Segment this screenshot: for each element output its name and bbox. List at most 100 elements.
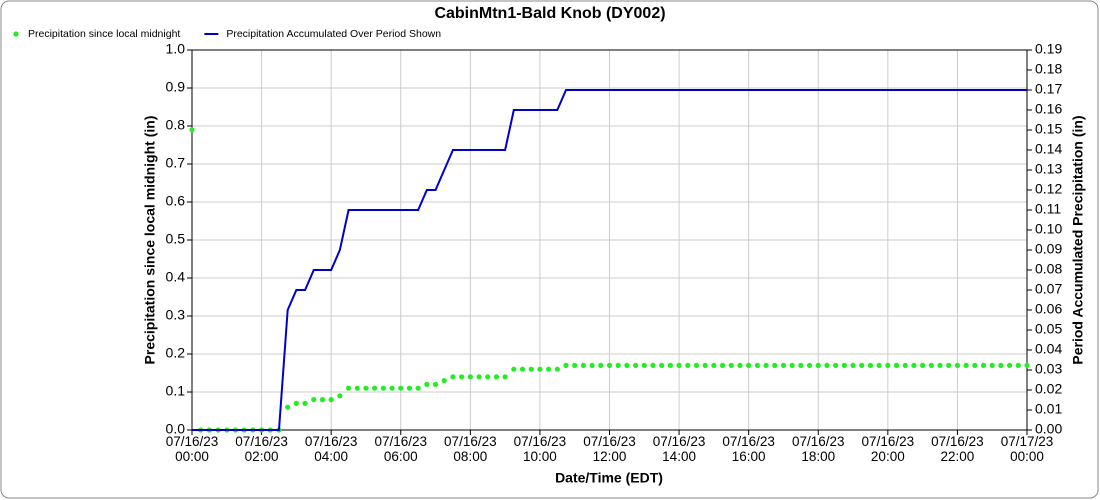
x-tick-label: 07/16/23 06:00 xyxy=(374,434,428,464)
data-point xyxy=(632,362,639,368)
data-point xyxy=(424,381,430,387)
data-point xyxy=(876,362,882,368)
x-tick-label: 07/17/23 00:00 xyxy=(1000,434,1054,464)
data-point xyxy=(850,362,856,368)
y2-tick-label: 0.10 xyxy=(1035,221,1062,237)
data-point xyxy=(511,366,517,372)
data-point xyxy=(728,362,734,368)
y2-tick-label: 0.01 xyxy=(1035,401,1062,417)
x-tick-label: 07/16/23 04:00 xyxy=(304,434,358,464)
data-point xyxy=(398,385,404,391)
data-point xyxy=(328,397,334,403)
legend-label: Precipitation since local midnight xyxy=(28,28,180,40)
data-point xyxy=(972,362,978,368)
data-point xyxy=(354,385,360,391)
data-point xyxy=(441,378,447,384)
data-point xyxy=(893,362,900,368)
y-tick-label: 0.0 xyxy=(166,421,186,437)
y2-tick-label: 0.06 xyxy=(1035,301,1062,317)
data-point xyxy=(789,362,795,368)
y-tick-label: 0.3 xyxy=(166,307,186,323)
data-point xyxy=(954,362,961,368)
x-tick-label: 07/16/23 00:00 xyxy=(165,434,219,464)
data-point xyxy=(363,385,369,391)
y2-tick-label: 0.12 xyxy=(1035,181,1062,197)
y2-tick-label: 0.18 xyxy=(1035,61,1062,77)
y-tick-label: 0.2 xyxy=(166,345,186,361)
data-point xyxy=(998,362,1004,368)
x-tick-label: 07/16/23 14:00 xyxy=(652,434,706,464)
data-point xyxy=(841,362,847,368)
data-point xyxy=(902,362,908,368)
data-point xyxy=(372,385,378,391)
data-point xyxy=(528,366,534,372)
y2-tick-label: 0.05 xyxy=(1035,321,1062,337)
chart-title: CabinMtn1-Bald Knob (DY002) xyxy=(434,5,665,22)
data-point xyxy=(946,362,952,368)
data-point xyxy=(885,362,891,368)
y2-tick-label: 0.08 xyxy=(1035,261,1062,277)
data-point xyxy=(659,362,665,368)
data-point xyxy=(763,362,769,368)
data-point xyxy=(650,362,656,368)
data-point xyxy=(546,366,552,372)
y2-tick-label: 0.13 xyxy=(1035,161,1062,177)
data-point xyxy=(624,362,630,368)
data-point xyxy=(415,385,421,391)
y-tick-label: 0.8 xyxy=(166,117,186,133)
data-point xyxy=(1007,362,1013,368)
data-point xyxy=(711,362,717,368)
data-point xyxy=(746,362,752,368)
y-tick-label: 0.1 xyxy=(166,383,186,399)
data-point xyxy=(772,362,778,368)
data-point xyxy=(589,362,595,368)
data-point xyxy=(693,362,700,368)
y2-tick-label: 0.04 xyxy=(1035,341,1062,357)
y2-tick-label: 0.03 xyxy=(1035,361,1062,377)
data-point xyxy=(563,362,569,368)
data-point xyxy=(598,362,604,368)
data-point xyxy=(406,385,413,391)
y2-tick-label: 0.17 xyxy=(1035,81,1062,97)
y2-tick-label: 0.15 xyxy=(1035,121,1062,137)
data-point xyxy=(859,362,865,368)
data-point xyxy=(380,385,386,391)
y-tick-label: 0.5 xyxy=(166,231,186,247)
data-point xyxy=(667,362,673,368)
x-tick-label: 07/16/23 02:00 xyxy=(235,434,288,464)
data-point xyxy=(432,381,439,387)
data-point xyxy=(450,374,456,380)
data-point xyxy=(467,374,473,380)
data-point xyxy=(920,362,926,368)
data-point xyxy=(937,362,943,368)
data-point xyxy=(502,374,508,380)
x-axis-label: Date/Time (EDT) xyxy=(555,470,663,486)
legend-label: Precipitation Accumulated Over Period Sh… xyxy=(226,28,441,40)
data-point xyxy=(519,366,526,372)
data-point xyxy=(1024,362,1030,368)
data-point xyxy=(285,404,291,410)
x-tick-label: 07/16/23 16:00 xyxy=(722,434,775,464)
data-point xyxy=(737,362,743,368)
y-tick-label: 0.7 xyxy=(166,155,186,171)
data-point xyxy=(537,366,543,372)
data-point xyxy=(606,362,613,368)
data-point xyxy=(554,366,560,372)
y2-tick-label: 0.00 xyxy=(1035,421,1062,437)
data-point xyxy=(389,385,395,391)
data-point xyxy=(302,400,308,406)
data-point xyxy=(867,362,874,368)
y2-tick-label: 0.14 xyxy=(1035,141,1062,157)
data-point xyxy=(641,362,647,368)
y-tick-label: 1.0 xyxy=(166,41,186,57)
legend-marker xyxy=(13,31,19,37)
y2-tick-label: 0.16 xyxy=(1035,101,1062,117)
data-point xyxy=(485,374,491,380)
data-point xyxy=(676,362,682,368)
data-point xyxy=(319,397,326,403)
y-axis-label: Precipitation since local midnight (in) xyxy=(142,116,158,365)
data-point xyxy=(293,400,299,406)
y-tick-label: 0.6 xyxy=(166,193,186,209)
